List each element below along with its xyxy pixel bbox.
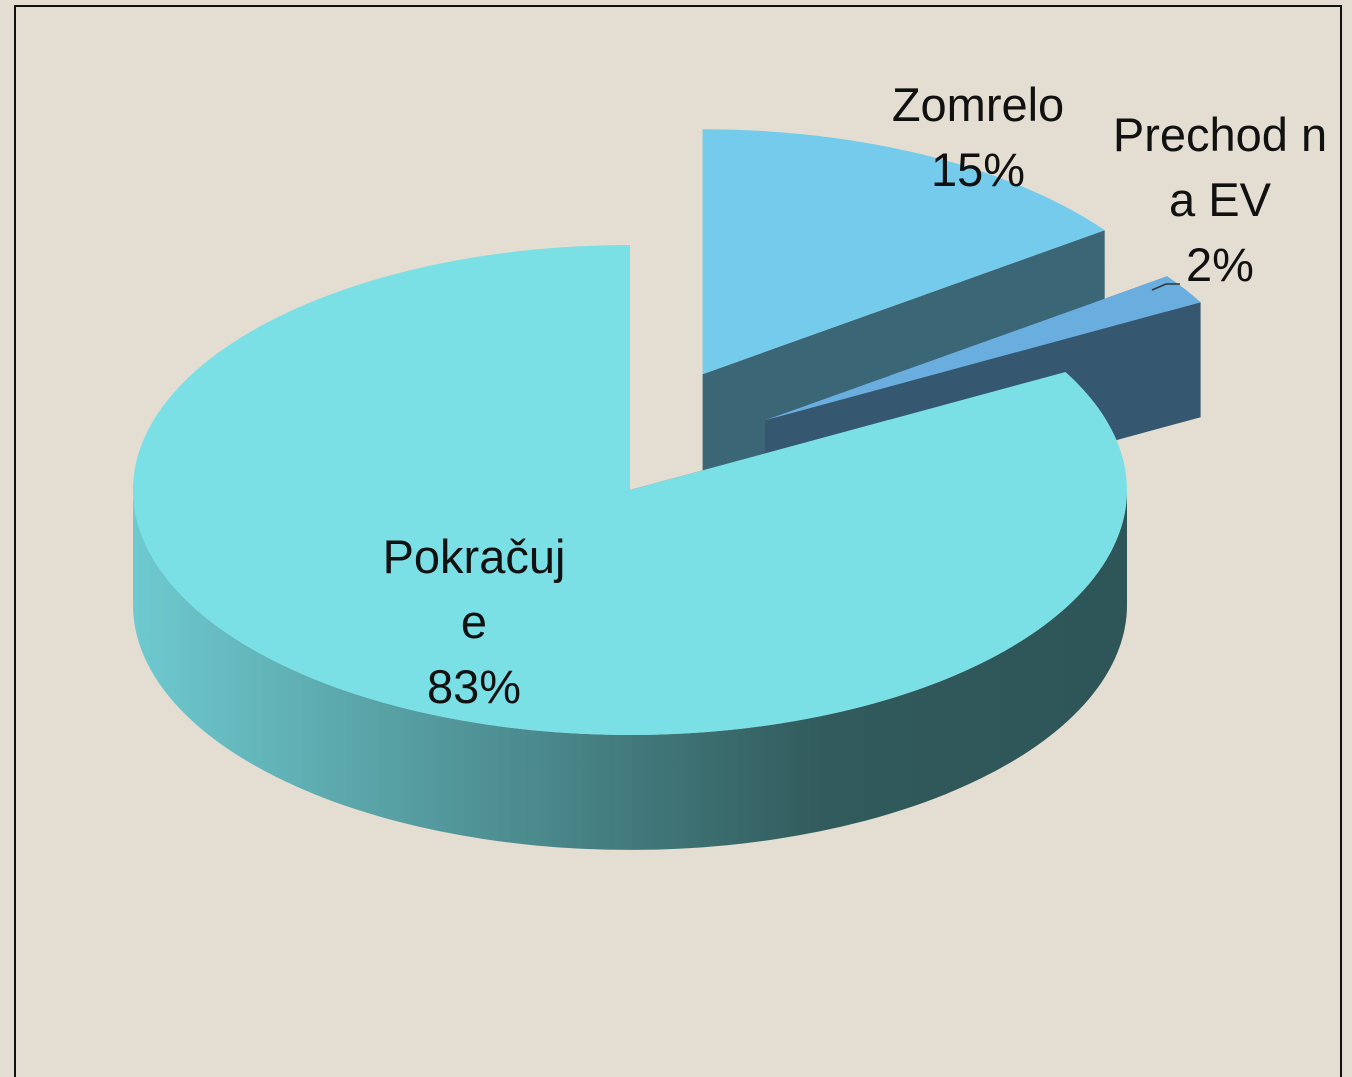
slice-label: Prechod na EV 2% <box>1105 102 1335 297</box>
category-label: Zomrelo <box>891 78 1065 131</box>
slice-label: Zomrelo 15% <box>858 72 1098 202</box>
slice <box>702 129 1105 375</box>
slice-side <box>133 490 1127 850</box>
value-label: 15% <box>930 143 1026 196</box>
frame <box>14 5 1342 1077</box>
category-label: Pokračuje <box>382 530 566 648</box>
category-label: Prechod na EV <box>1112 108 1328 226</box>
slice <box>132 244 1127 735</box>
leader-line <box>1151 283 1180 291</box>
slice <box>765 276 1201 421</box>
value-label: 83% <box>426 660 522 713</box>
slice-label: Pokračuje 83% <box>354 524 594 719</box>
value-label: 2% <box>1186 238 1254 291</box>
